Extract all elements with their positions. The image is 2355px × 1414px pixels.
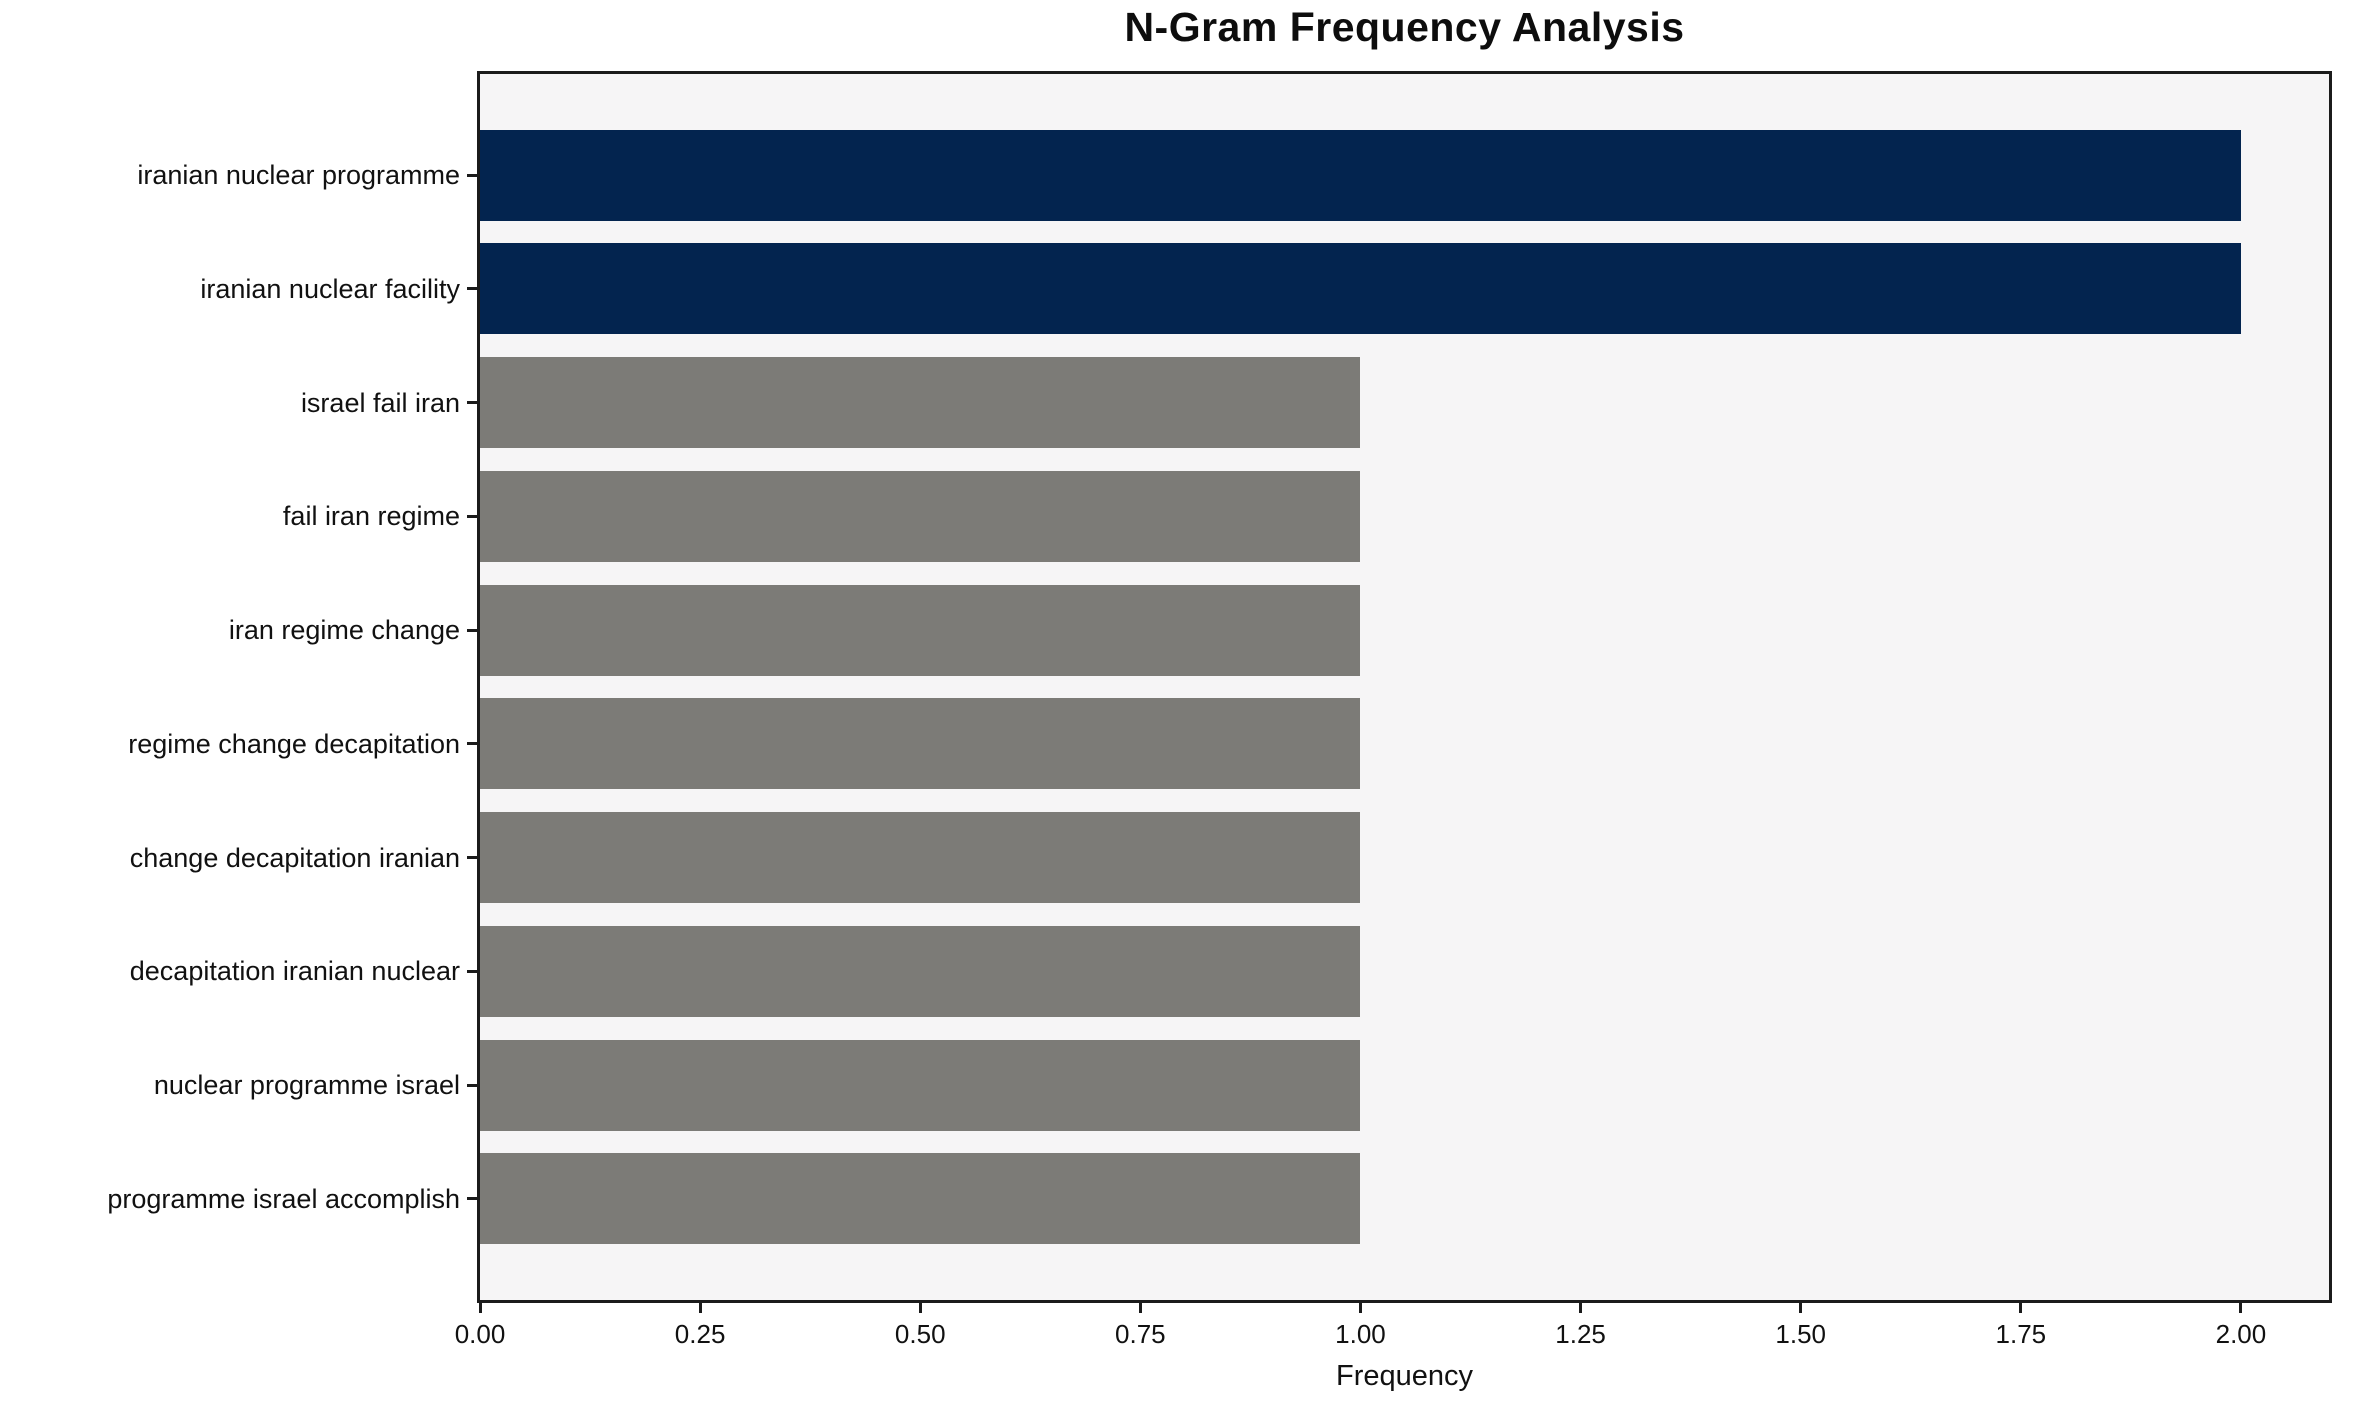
- x-tick-mark: [1579, 1303, 1583, 1313]
- x-tick-mark: [1138, 1303, 1142, 1313]
- y-tick-mark: [467, 287, 477, 291]
- bar: [480, 698, 1361, 790]
- x-tick-label: 0.50: [894, 1319, 946, 1349]
- x-tick-label: 2.00: [2215, 1319, 2267, 1349]
- y-tick-mark: [467, 173, 477, 177]
- y-tick-label: regime change decapitation: [128, 728, 460, 759]
- bar: [480, 812, 1361, 904]
- y-tick-mark: [467, 401, 477, 405]
- y-tick-label: israel fail iran: [300, 387, 460, 418]
- x-tick-mark: [698, 1303, 702, 1313]
- y-tick-label: nuclear programme israel: [153, 1070, 460, 1101]
- y-tick-label: decapitation iranian nuclear: [129, 956, 460, 987]
- bar: [480, 243, 2241, 335]
- bar: [480, 470, 1361, 562]
- bar: [480, 1039, 1361, 1131]
- plot-area: [477, 71, 2332, 1303]
- y-tick-mark: [467, 969, 477, 973]
- y-tick-mark: [467, 514, 477, 518]
- x-tick-mark: [2239, 1303, 2243, 1313]
- y-tick-label: programme israel accomplish: [107, 1183, 460, 1214]
- x-tick-label: 0.00: [454, 1319, 506, 1349]
- y-tick-mark: [467, 856, 477, 860]
- y-tick-label: iran regime change: [228, 615, 460, 646]
- y-tick-label: change decapitation iranian: [129, 842, 460, 873]
- x-tick-mark: [478, 1303, 482, 1313]
- x-tick-label: 0.75: [1115, 1319, 1166, 1349]
- bar: [480, 357, 1361, 449]
- x-tick-label: 0.25: [674, 1319, 726, 1349]
- x-tick-label: 1.50: [1775, 1319, 1826, 1349]
- x-tick-mark: [2019, 1303, 2023, 1313]
- bar: [480, 584, 1361, 676]
- x-tick-label: 1.00: [1335, 1319, 1386, 1349]
- y-tick-mark: [467, 742, 477, 746]
- chart-title: N-Gram Frequency Analysis: [1124, 4, 1685, 50]
- bar: [480, 129, 2241, 221]
- x-tick-mark: [1799, 1303, 1803, 1313]
- y-tick-label: iranian nuclear programme: [137, 160, 460, 191]
- bar: [480, 1153, 1361, 1245]
- bar: [480, 925, 1361, 1017]
- y-tick-label: fail iran regime: [282, 501, 460, 532]
- x-tick-mark: [918, 1303, 922, 1313]
- y-tick-label: iranian nuclear facility: [200, 273, 460, 304]
- x-tick-label: 1.75: [1995, 1319, 2047, 1349]
- y-tick-mark: [467, 1197, 477, 1201]
- y-tick-mark: [467, 628, 477, 632]
- x-tick-label: 1.25: [1555, 1319, 1606, 1349]
- x-tick-mark: [1358, 1303, 1362, 1313]
- x-axis-title: Frequency: [1335, 1360, 1473, 1392]
- y-tick-mark: [467, 1083, 477, 1087]
